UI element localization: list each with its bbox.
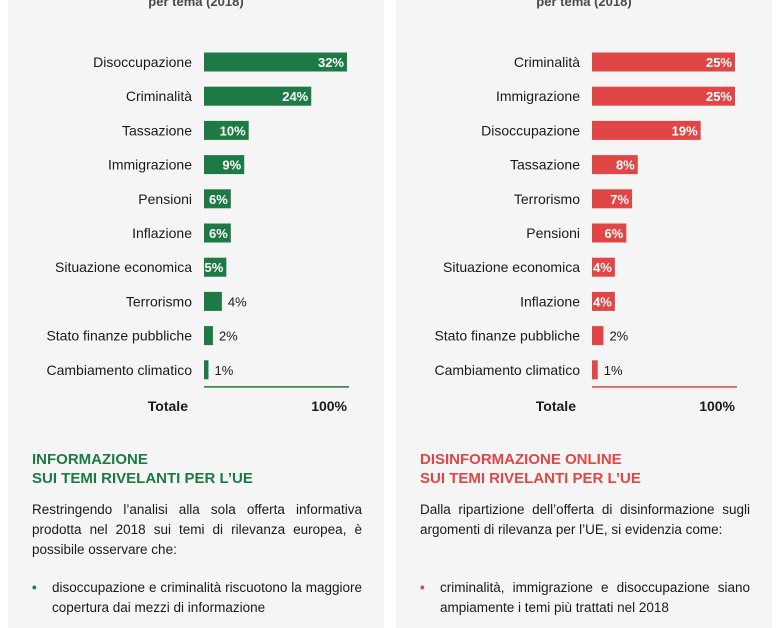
total-label: Totale: [536, 398, 576, 414]
right-panel: per tema (2018) Criminalità 25% Immigrazio…: [396, 0, 772, 628]
data-label: 2%: [609, 329, 628, 344]
bar: [592, 52, 735, 72]
category-label: Disoccupazione: [93, 54, 192, 70]
data-label: 10%: [220, 123, 246, 138]
bullet-item: • criminalità, immigrazione e disoccupaz…: [420, 578, 750, 618]
chart-subtitle: per tema (2018): [148, 0, 244, 9]
category-label: Pensioni: [526, 225, 580, 241]
section-heading: DISINFORMAZIONE ONLINE SUI TEMI RIVELANT…: [420, 450, 641, 488]
bar: [592, 360, 598, 380]
information-bar-chart: Disoccupazione 32% Criminalità 24% Tassazion…: [46, 52, 349, 414]
section-paragraph: Restringendo l’analisi alla sola offerta…: [32, 502, 362, 557]
bar: [204, 223, 231, 243]
section-heading: INFORMAZIONE SUI TEMI RIVELANTI PER L’UE: [32, 450, 253, 488]
category-label: Inflazione: [132, 225, 192, 241]
data-label: 25%: [706, 89, 732, 104]
category-label: Immigrazione: [496, 88, 580, 104]
bar: [592, 86, 735, 106]
category-label: Immigrazione: [108, 157, 192, 173]
data-label: 4%: [593, 294, 612, 309]
bar: [592, 223, 627, 243]
chart-subtitle: per tema (2018): [536, 0, 632, 9]
category-label: Tassazione: [122, 122, 192, 138]
bar: [204, 257, 227, 277]
bar: [204, 52, 347, 72]
bullet-mark: •: [420, 580, 425, 595]
category-label: Criminalità: [514, 54, 580, 70]
data-label: 25%: [706, 55, 732, 70]
category-label: Pensioni: [138, 191, 192, 207]
heading-line-2: SUI TEMI RIVELANTI PER L’UE: [420, 470, 641, 487]
bullet-text: disoccupazione e criminalità riscuotono …: [52, 580, 362, 615]
data-label: 6%: [605, 226, 624, 241]
bullet-item: • disoccupazione e criminalità riscuoton…: [32, 578, 362, 618]
data-label: 7%: [610, 192, 629, 207]
disinformation-bar-chart: Criminalità 25% Immigrazione 25% Disoccupazi…: [434, 52, 737, 414]
bar: [592, 326, 604, 346]
data-label: 19%: [672, 123, 698, 138]
category-label: Situazione economica: [443, 259, 580, 275]
bar: [204, 326, 213, 346]
bar: [204, 291, 222, 311]
bar: [592, 257, 615, 277]
heading-line-2: SUI TEMI RIVELANTI PER L’UE: [32, 470, 253, 487]
total-value: 100%: [699, 398, 735, 414]
section-paragraph: Dalla ripartizione dell’offerta di disin…: [420, 502, 750, 537]
data-label: 9%: [222, 158, 241, 173]
data-label: 4%: [228, 294, 247, 309]
data-label: 32%: [318, 55, 344, 70]
heading-line-1: INFORMAZIONE: [32, 451, 148, 468]
total-value: 100%: [311, 398, 347, 414]
category-label: Tassazione: [510, 157, 580, 173]
bar: [204, 360, 209, 380]
data-label: 8%: [616, 158, 635, 173]
category-label: Cambiamento climatico: [47, 362, 193, 378]
total-label: Totale: [148, 398, 188, 414]
bar: [592, 291, 615, 311]
data-label: 6%: [209, 192, 228, 207]
bar: [204, 155, 245, 175]
data-label: 4%: [593, 260, 612, 275]
bar: [592, 120, 701, 140]
category-label: Inflazione: [520, 293, 580, 309]
bar: [204, 189, 231, 209]
data-label: 1%: [604, 363, 623, 378]
data-label: 1%: [214, 363, 233, 378]
category-label: Disoccupazione: [481, 122, 580, 138]
category-label: Terrorismo: [126, 293, 192, 309]
category-label: Cambiamento climatico: [435, 362, 581, 378]
category-label: Situazione economica: [55, 259, 192, 275]
data-label: 6%: [209, 226, 228, 241]
category-label: Stato finanze pubbliche: [46, 328, 192, 344]
category-label: Terrorismo: [514, 191, 580, 207]
data-label: 5%: [205, 260, 224, 275]
data-label: 2%: [219, 329, 238, 344]
left-panel: per tema (2018) Disoccupazione 32% Crimina…: [8, 0, 384, 628]
category-label: Criminalità: [126, 88, 192, 104]
category-label: Stato finanze pubbliche: [434, 328, 580, 344]
bar: [204, 120, 249, 140]
bullet-mark: •: [32, 580, 37, 595]
heading-line-1: DISINFORMAZIONE ONLINE: [420, 451, 622, 468]
bullet-text: criminalità, immigrazione e disoccupazio…: [440, 580, 750, 615]
bar: [592, 155, 638, 175]
data-label: 24%: [282, 89, 308, 104]
bar: [592, 189, 633, 209]
bar: [204, 86, 312, 106]
